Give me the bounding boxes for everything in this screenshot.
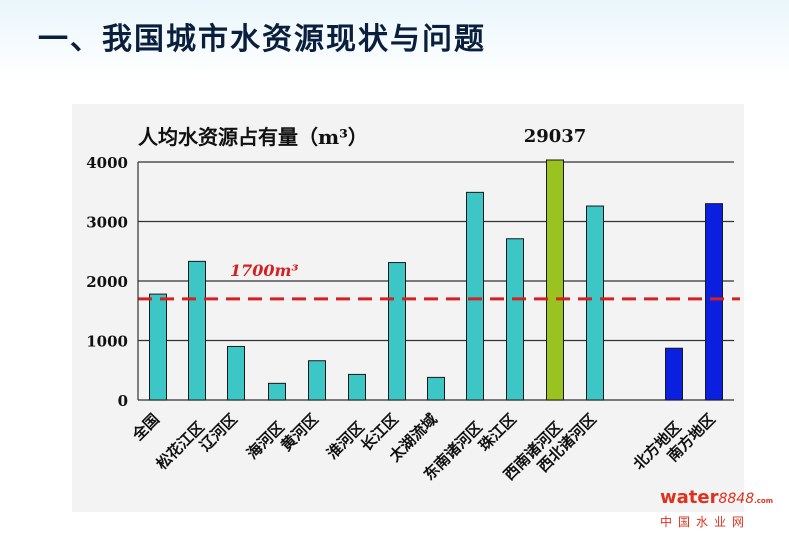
bar <box>268 382 286 401</box>
watermark-number: 8848 <box>718 491 755 507</box>
watermark-domain: .com <box>754 497 774 505</box>
bar <box>506 238 524 401</box>
reference-line-label: 1700m³ <box>230 261 298 280</box>
bar <box>705 203 723 401</box>
bar <box>348 373 366 401</box>
watermark-brand: water <box>660 487 719 508</box>
bars <box>149 159 723 401</box>
y-tick-label: 3000 <box>86 214 128 232</box>
bar <box>466 191 484 401</box>
gridlines <box>138 161 734 401</box>
x-tick-label: 全国 <box>128 410 163 445</box>
chart-title: 人均水资源占有量（m³） <box>138 125 368 149</box>
chart-panel: 1700m³ 4000 3000 2000 1000 0 全国 松花江区 辽河区 海河区 黄河区… <box>72 104 744 512</box>
y-tick-label: 2000 <box>86 273 128 291</box>
bar <box>227 345 245 401</box>
slide-header-background <box>0 0 789 90</box>
y-tick-label: 0 <box>118 392 128 410</box>
y-tick-label: 1000 <box>86 333 128 351</box>
slide-title: 一、我国城市水资源现状与问题 <box>38 22 486 57</box>
y-tick-label: 4000 <box>86 154 128 172</box>
watermark-logo: water8848.com 中国水业网 <box>660 488 785 532</box>
reference-line-group: 1700m³ <box>138 261 740 301</box>
bar <box>546 159 564 401</box>
y-axis: 4000 3000 2000 1000 0 <box>86 154 139 410</box>
bar <box>188 260 206 401</box>
bar <box>308 360 326 401</box>
bar <box>149 293 167 401</box>
bar <box>665 347 683 401</box>
bar <box>586 205 604 401</box>
overflow-value-label: 29037 <box>524 126 587 147</box>
watermark-caption: 中国水业网 <box>660 515 751 529</box>
bar <box>388 262 406 401</box>
bar <box>427 376 445 401</box>
